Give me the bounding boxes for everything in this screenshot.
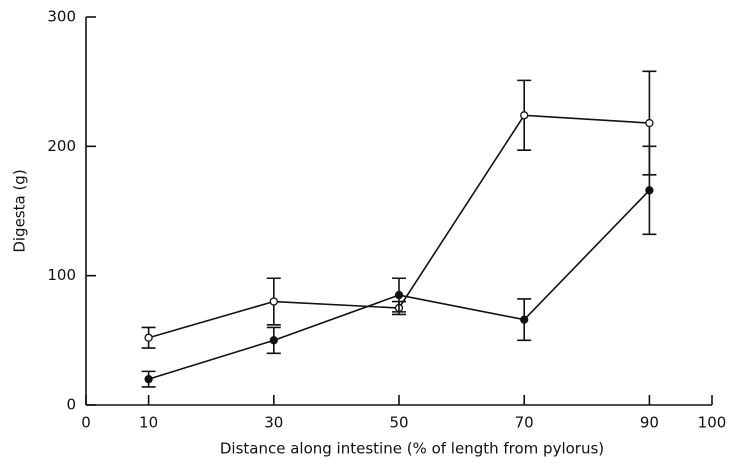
y-tick-label: 200 bbox=[47, 137, 76, 155]
point bbox=[645, 118, 654, 128]
y-tick-label: 300 bbox=[47, 8, 76, 26]
x-axis-label: Distance along intestine (% of length fr… bbox=[220, 440, 604, 458]
point bbox=[269, 336, 278, 345]
x-tick-label: 70 bbox=[515, 414, 534, 432]
x-tick-label: 0 bbox=[81, 414, 91, 432]
point bbox=[269, 297, 278, 306]
y-tick-label: 0 bbox=[66, 396, 76, 414]
point bbox=[144, 374, 153, 384]
x-tick-label: 50 bbox=[389, 414, 408, 432]
y-axis-label: Digesta (g) bbox=[11, 169, 29, 252]
point bbox=[520, 111, 529, 120]
x-tick-label: 30 bbox=[264, 414, 283, 432]
x-tick-label: 90 bbox=[640, 414, 659, 432]
x-tick-label: 10 bbox=[139, 414, 158, 432]
point bbox=[394, 290, 404, 300]
point bbox=[520, 315, 529, 324]
y-tick-label: 100 bbox=[47, 266, 76, 284]
point bbox=[645, 186, 654, 195]
point bbox=[144, 333, 153, 342]
x-tick-label: 100 bbox=[698, 414, 727, 432]
